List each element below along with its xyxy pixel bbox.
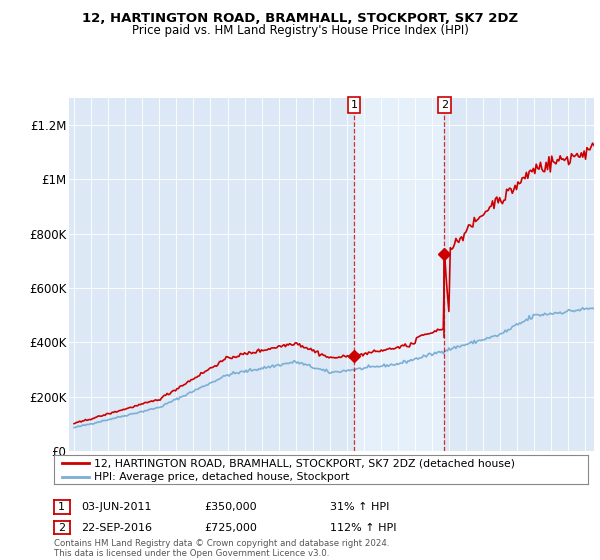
Text: 2: 2 [58,522,65,533]
Text: 12, HARTINGTON ROAD, BRAMHALL, STOCKPORT, SK7 2DZ: 12, HARTINGTON ROAD, BRAMHALL, STOCKPORT… [82,12,518,25]
Text: 03-JUN-2011: 03-JUN-2011 [81,502,151,512]
Text: Price paid vs. HM Land Registry's House Price Index (HPI): Price paid vs. HM Land Registry's House … [131,24,469,36]
Text: 22-SEP-2016: 22-SEP-2016 [81,522,152,533]
Bar [354,98,445,451]
Text: HPI: Average price, detached house, Stockport: HPI: Average price, detached house, Stoc… [94,472,349,482]
Text: 1: 1 [350,100,358,110]
Text: Contains HM Land Registry data © Crown copyright and database right 2024.
This d: Contains HM Land Registry data © Crown c… [54,539,389,558]
Text: 1: 1 [58,502,65,512]
Text: 31% ↑ HPI: 31% ↑ HPI [330,502,389,512]
Text: 112% ↑ HPI: 112% ↑ HPI [330,522,397,533]
Text: 2: 2 [441,100,448,110]
Text: £725,000: £725,000 [204,522,257,533]
Text: 12, HARTINGTON ROAD, BRAMHALL, STOCKPORT, SK7 2DZ (detached house): 12, HARTINGTON ROAD, BRAMHALL, STOCKPORT… [94,458,515,468]
Text: £350,000: £350,000 [204,502,257,512]
